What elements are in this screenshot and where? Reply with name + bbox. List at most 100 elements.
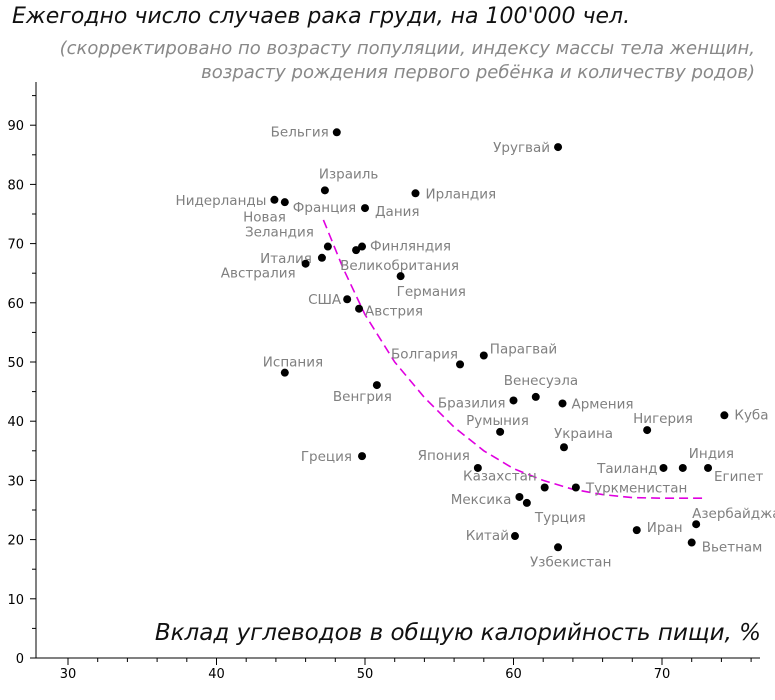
data-point — [692, 520, 701, 529]
data-point — [659, 463, 668, 472]
data-point-label: Нигерия — [633, 411, 693, 427]
data-point — [411, 189, 420, 198]
data-point — [355, 304, 364, 313]
data-point-label: Бельгия — [271, 124, 329, 140]
y-tick-label: 20 — [7, 534, 24, 549]
data-point — [522, 498, 531, 507]
data-point-label: Австралия — [221, 266, 296, 282]
data-point — [704, 463, 713, 472]
data-point — [540, 483, 549, 492]
data-point — [509, 396, 518, 405]
data-point-label: США — [308, 292, 342, 308]
data-point — [632, 526, 641, 535]
data-point — [280, 368, 289, 377]
y-tick-label: 90 — [7, 119, 24, 134]
data-point-label: Дания — [375, 204, 420, 220]
data-point — [396, 272, 405, 281]
data-point-label: Ирландия — [425, 186, 496, 202]
data-point-label: Уругвай — [493, 140, 550, 156]
x-tick-label: 30 — [60, 667, 77, 682]
chart-title: Ежегодно число случаев рака груди, на 10… — [12, 4, 631, 29]
data-point — [332, 128, 341, 137]
data-point — [358, 452, 367, 461]
data-point-label: Германия — [397, 284, 466, 300]
data-point-label: Вьетнам — [702, 540, 763, 556]
data-point-label: Куба — [734, 407, 768, 423]
data-point-label: Венгрия — [333, 389, 392, 405]
data-point — [270, 195, 279, 204]
data-point-label: Парагвай — [490, 341, 557, 357]
data-point-label: Испания — [263, 355, 323, 371]
data-point-label: Великобритания — [340, 258, 459, 274]
data-point-label: Нидерланды — [176, 193, 267, 209]
y-tick-label: 60 — [7, 297, 24, 312]
data-point-label: Финляндия — [370, 239, 451, 255]
data-point — [559, 443, 568, 452]
data-point — [361, 204, 369, 213]
data-point-label: Китай — [466, 528, 509, 544]
data-point-label: Узбекистан — [530, 554, 611, 570]
data-point — [343, 295, 352, 304]
data-point — [531, 392, 540, 401]
y-tick-label: 40 — [7, 415, 24, 430]
y-tick-label: 30 — [7, 474, 24, 489]
data-point-label: Италия — [260, 251, 312, 267]
data-point-label: Израиль — [319, 166, 379, 182]
data-point — [554, 543, 563, 552]
data-point — [643, 426, 652, 435]
data-point-label: Венесуэла — [504, 373, 578, 389]
data-point — [687, 538, 696, 547]
data-point — [372, 381, 381, 390]
data-point-label: Туркменистан — [585, 481, 687, 497]
data-point — [571, 483, 580, 492]
data-point-label: Япония — [418, 448, 470, 464]
data-point-label: Иран — [647, 520, 683, 536]
data-point — [456, 360, 465, 369]
data-point — [720, 411, 729, 420]
data-point — [352, 246, 361, 255]
data-point-label: Казахстан — [463, 469, 537, 485]
data-point-label: Турция — [534, 510, 586, 526]
data-point — [317, 253, 326, 262]
data-point-label: Египет — [714, 469, 764, 485]
data-point-label: Румыния — [466, 413, 529, 429]
chart-subtitle-line-2: возрасту рождения первого ребёнка и коли… — [201, 62, 755, 83]
data-point — [678, 463, 687, 472]
data-point-label: Бразилия — [438, 395, 506, 411]
y-tick-label: 10 — [7, 593, 24, 608]
data-point — [473, 463, 482, 472]
x-tick-label: 40 — [208, 667, 225, 682]
data-point-label: Франция — [293, 200, 356, 216]
data-point-label: Азербайджан — [692, 506, 775, 522]
data-point-label: Индия — [689, 446, 734, 462]
data-point-label: Зеландия — [245, 225, 314, 241]
x-tick-label: 60 — [505, 667, 522, 682]
y-tick-label: 0 — [16, 652, 24, 667]
data-point — [496, 427, 505, 436]
y-tick-label: 80 — [7, 178, 24, 193]
data-point — [358, 242, 367, 251]
x-axis-label: Вклад углеводов в общую калорийность пищ… — [154, 620, 761, 646]
data-point — [323, 242, 332, 251]
trend-line — [322, 219, 704, 499]
data-point — [301, 259, 310, 268]
y-tick-label: 50 — [7, 356, 24, 371]
data-point — [554, 143, 563, 152]
data-point — [280, 198, 289, 207]
data-point-label: Новая — [243, 210, 286, 226]
data-point — [515, 492, 524, 501]
data-point-label: Армения — [572, 396, 634, 412]
x-tick-label: 70 — [654, 667, 671, 682]
data-point — [510, 532, 519, 541]
data-point-label: Болгария — [391, 346, 458, 362]
data-point-label: Таиланд — [596, 461, 657, 477]
chart-subtitle-line-1: (скорректировано по возрасту популяции, … — [59, 38, 755, 59]
data-point-label: Австрия — [365, 304, 423, 320]
data-point — [320, 186, 329, 195]
data-point-label: Украина — [554, 426, 613, 442]
x-tick-label: 50 — [357, 667, 374, 682]
data-point — [558, 399, 567, 408]
data-point-label: Мексика — [451, 492, 512, 508]
